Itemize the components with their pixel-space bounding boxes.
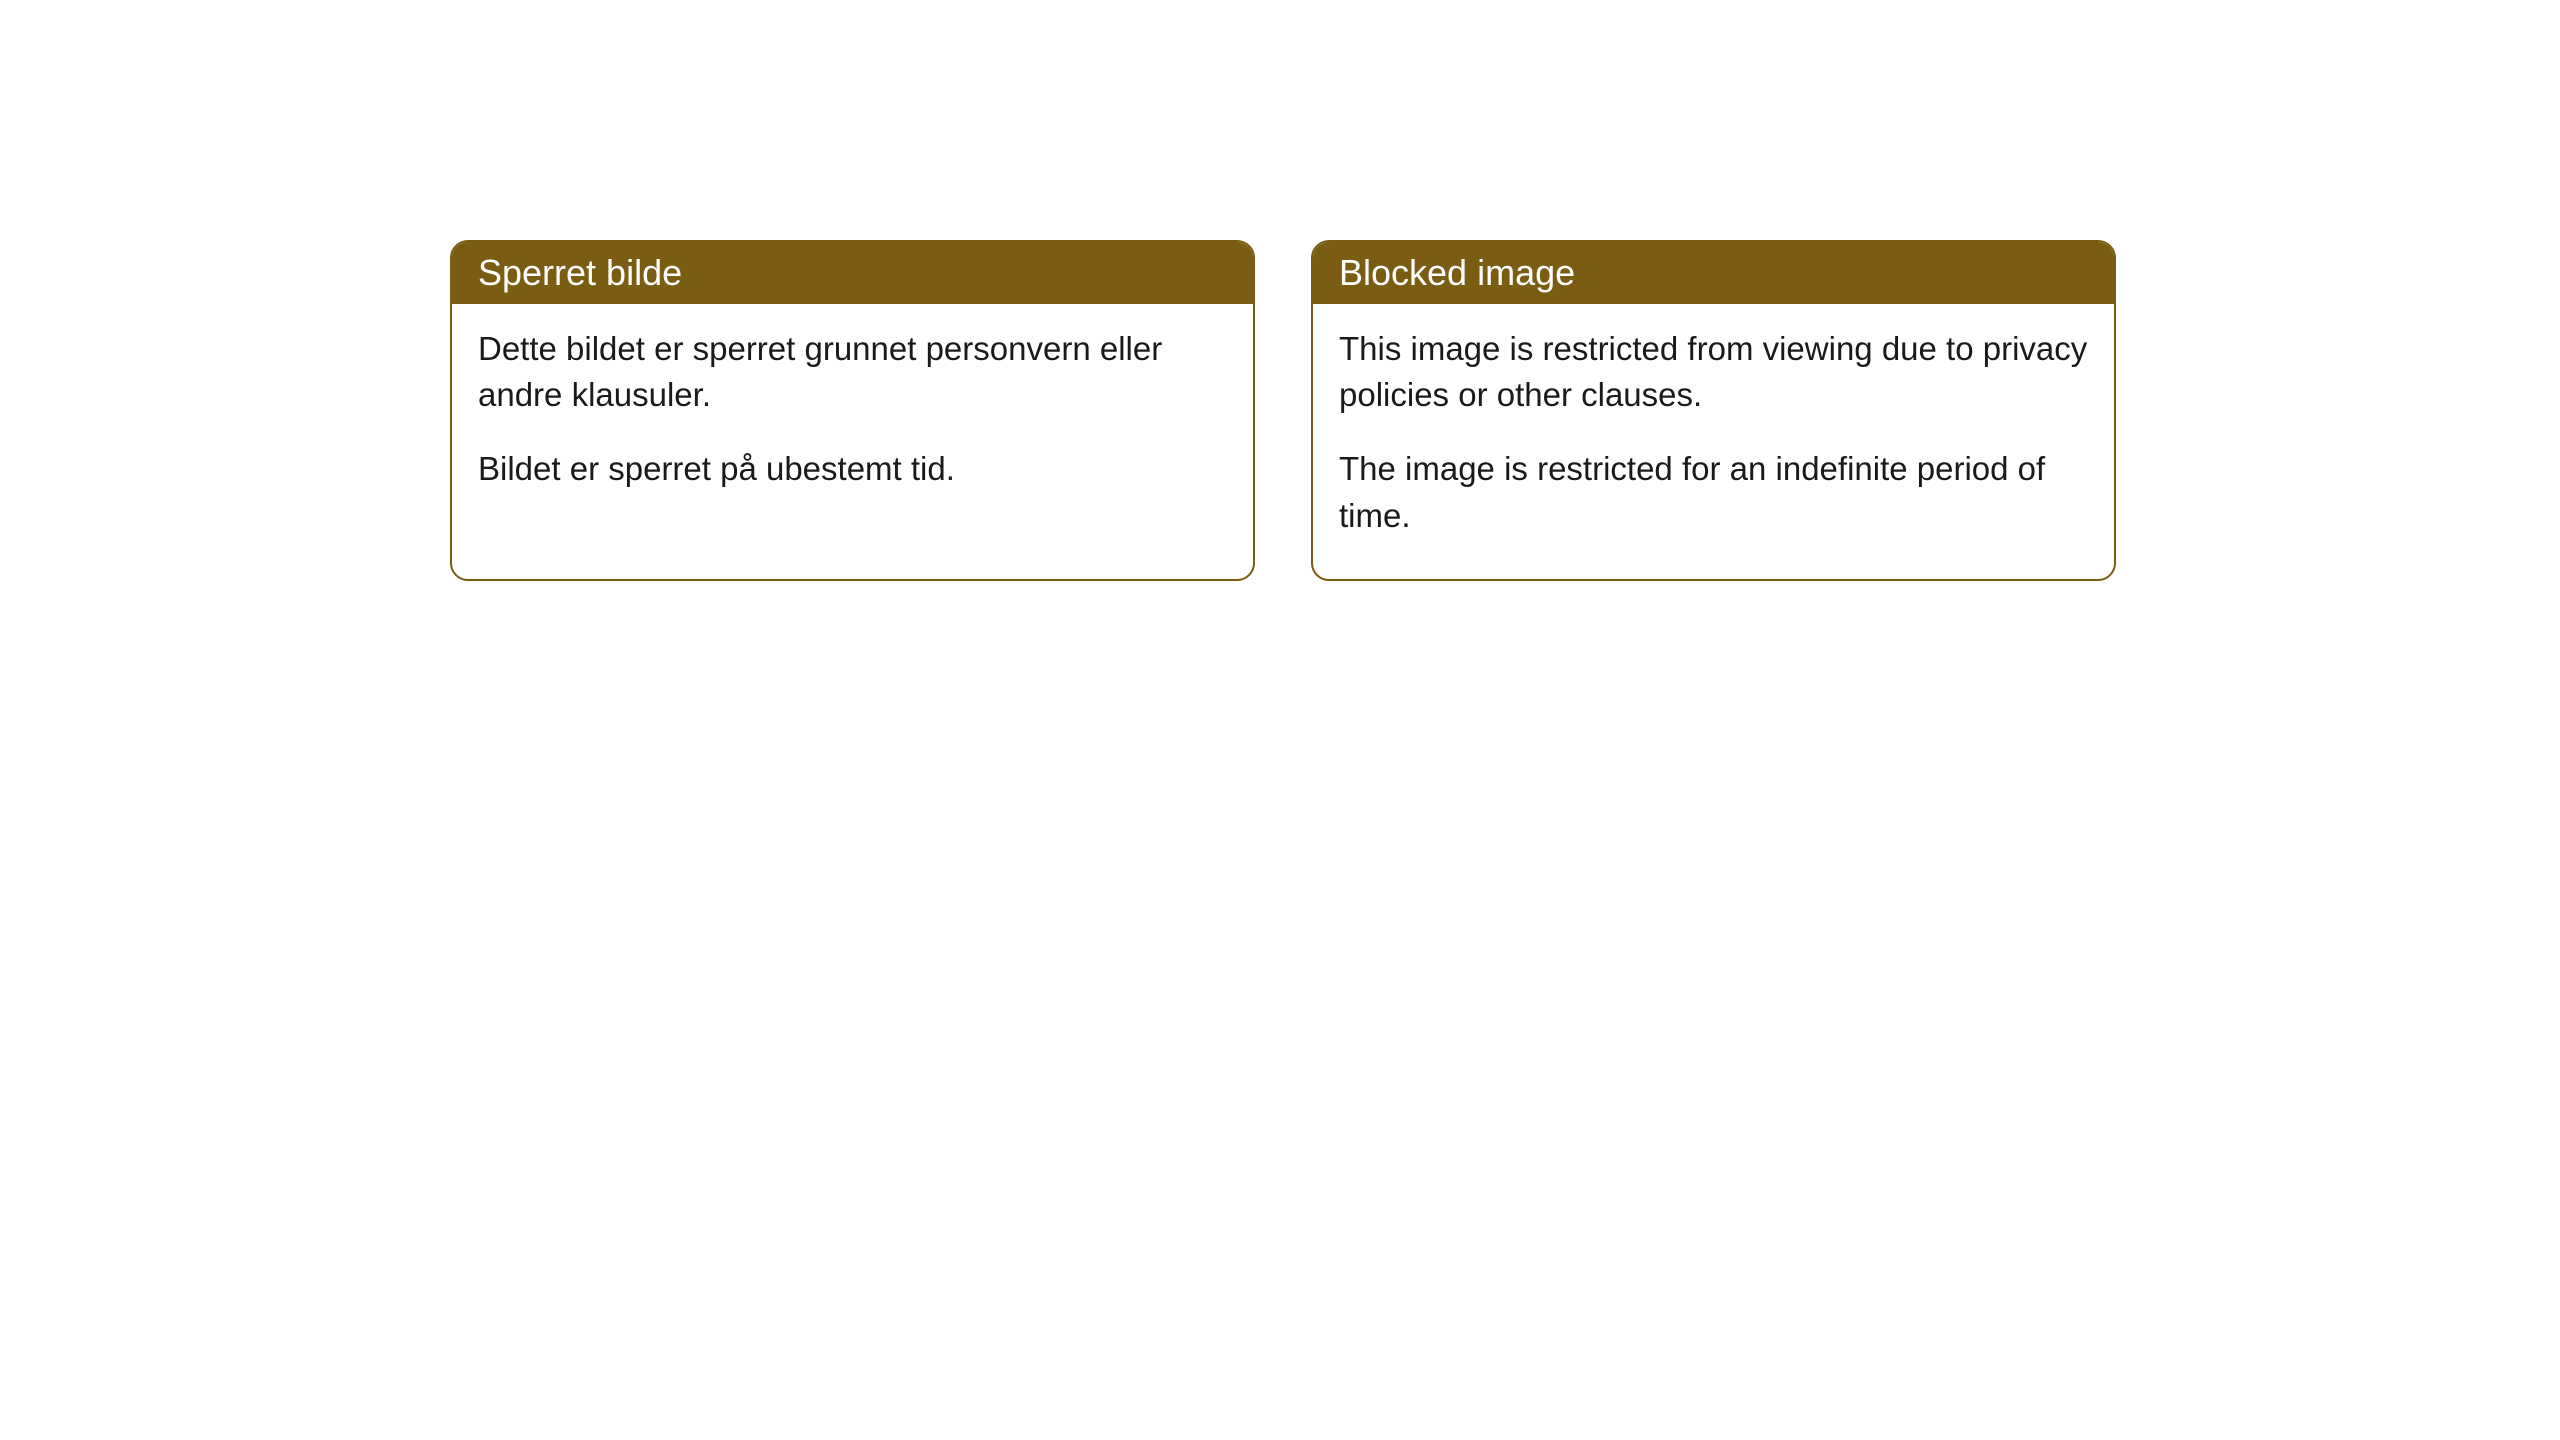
notice-paragraph: This image is restricted from viewing du…	[1339, 326, 2088, 418]
notice-paragraph: The image is restricted for an indefinit…	[1339, 446, 2088, 538]
notice-paragraph: Dette bildet er sperret grunnet personve…	[478, 326, 1227, 418]
notice-title: Blocked image	[1339, 252, 1575, 293]
notice-paragraph: Bildet er sperret på ubestemt tid.	[478, 446, 1227, 492]
notice-header: Sperret bilde	[452, 242, 1253, 304]
notices-container: Sperret bilde Dette bildet er sperret gr…	[0, 0, 2560, 581]
notice-body: Dette bildet er sperret grunnet personve…	[452, 304, 1253, 533]
notice-header: Blocked image	[1313, 242, 2114, 304]
notice-box-norwegian: Sperret bilde Dette bildet er sperret gr…	[450, 240, 1255, 581]
notice-title: Sperret bilde	[478, 252, 682, 293]
notice-body: This image is restricted from viewing du…	[1313, 304, 2114, 579]
notice-box-english: Blocked image This image is restricted f…	[1311, 240, 2116, 581]
